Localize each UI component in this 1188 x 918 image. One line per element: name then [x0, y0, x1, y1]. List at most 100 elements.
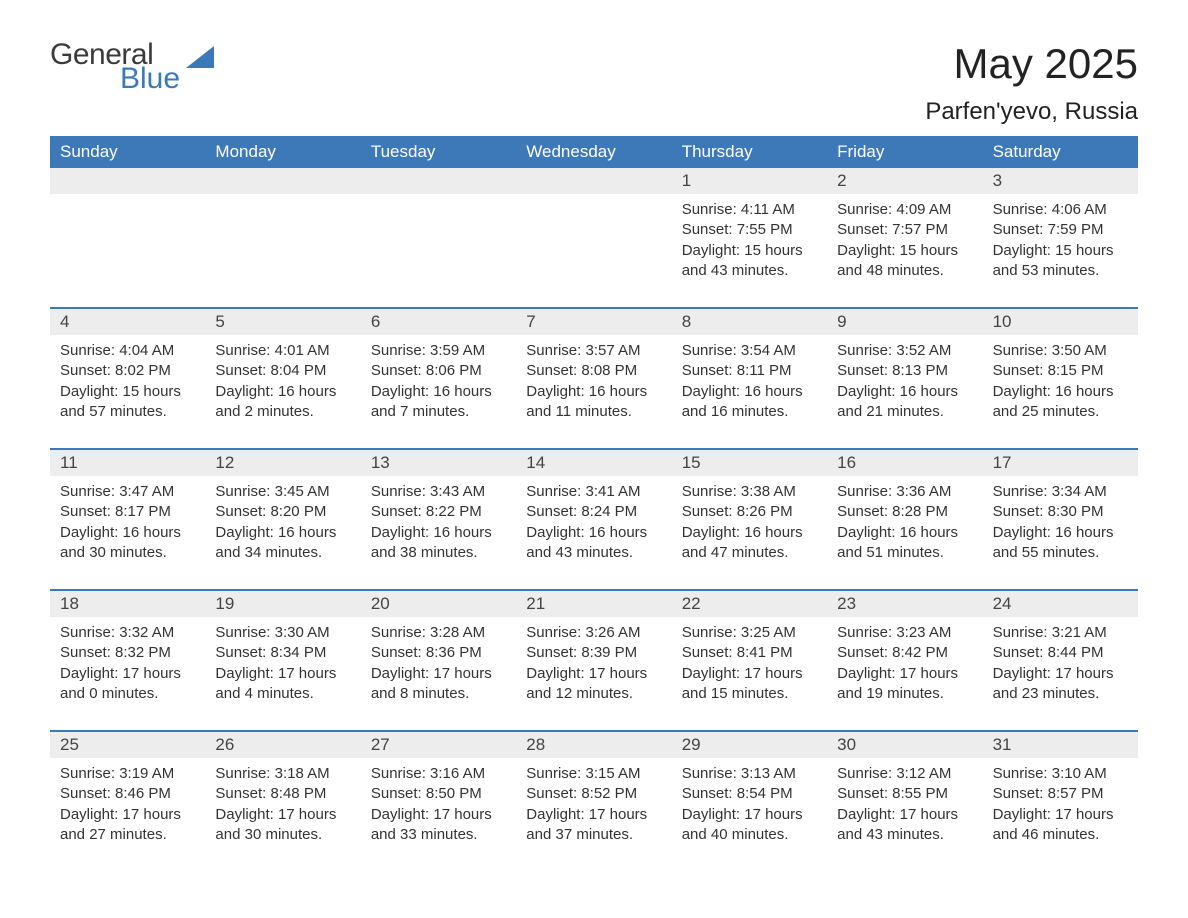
week-row: 25262728293031Sunrise: 3:19 AMSunset: 8:…: [50, 730, 1138, 871]
daylight-line-2: and 47 minutes.: [682, 543, 817, 563]
title-block: May 2025 Parfen'yevo, Russia: [925, 40, 1138, 130]
daylight-line-2: and 0 minutes.: [60, 684, 195, 704]
day-number: 27: [361, 732, 516, 758]
dow-friday: Friday: [827, 136, 982, 168]
daylight-line-1: Daylight: 16 hours: [682, 382, 817, 402]
day-cell: [361, 194, 516, 307]
daylight-line-1: Daylight: 16 hours: [526, 523, 661, 543]
daylight-line-2: and 12 minutes.: [526, 684, 661, 704]
daylight-line-1: Daylight: 17 hours: [682, 664, 817, 684]
sunrise-line: Sunrise: 3:57 AM: [526, 341, 661, 361]
month-title: May 2025: [925, 40, 1138, 88]
sunset-line: Sunset: 8:06 PM: [371, 361, 506, 381]
sunrise-line: Sunrise: 3:25 AM: [682, 623, 817, 643]
day-number: 30: [827, 732, 982, 758]
sunset-line: Sunset: 7:55 PM: [682, 220, 817, 240]
dow-thursday: Thursday: [672, 136, 827, 168]
sunrise-line: Sunrise: 3:34 AM: [993, 482, 1128, 502]
daylight-line-1: Daylight: 16 hours: [993, 382, 1128, 402]
daylight-line-2: and 30 minutes.: [215, 825, 350, 845]
daylight-line-1: Daylight: 17 hours: [682, 805, 817, 825]
sunset-line: Sunset: 8:42 PM: [837, 643, 972, 663]
calendar: SundayMondayTuesdayWednesdayThursdayFrid…: [50, 136, 1138, 871]
day-cell: Sunrise: 3:54 AMSunset: 8:11 PMDaylight:…: [672, 335, 827, 448]
week-row: 11121314151617Sunrise: 3:47 AMSunset: 8:…: [50, 448, 1138, 589]
day-cell: Sunrise: 3:30 AMSunset: 8:34 PMDaylight:…: [205, 617, 360, 730]
daylight-line-1: Daylight: 15 hours: [993, 241, 1128, 261]
day-number: 24: [983, 591, 1138, 617]
daylight-line-1: Daylight: 17 hours: [215, 664, 350, 684]
day-number: 23: [827, 591, 982, 617]
daynum-band: 11121314151617: [50, 450, 1138, 476]
day-cell: Sunrise: 3:41 AMSunset: 8:24 PMDaylight:…: [516, 476, 671, 589]
daylight-line-1: Daylight: 16 hours: [371, 523, 506, 543]
sunrise-line: Sunrise: 3:18 AM: [215, 764, 350, 784]
sunrise-line: Sunrise: 3:10 AM: [993, 764, 1128, 784]
day-cell: Sunrise: 3:10 AMSunset: 8:57 PMDaylight:…: [983, 758, 1138, 871]
weeks-container: 123Sunrise: 4:11 AMSunset: 7:55 PMDaylig…: [50, 168, 1138, 871]
day-cell: Sunrise: 3:59 AMSunset: 8:06 PMDaylight:…: [361, 335, 516, 448]
sunrise-line: Sunrise: 3:12 AM: [837, 764, 972, 784]
daylight-line-2: and 51 minutes.: [837, 543, 972, 563]
daylight-line-2: and 48 minutes.: [837, 261, 972, 281]
dow-monday: Monday: [205, 136, 360, 168]
day-number: 3: [983, 168, 1138, 194]
day-cell: Sunrise: 3:21 AMSunset: 8:44 PMDaylight:…: [983, 617, 1138, 730]
day-of-week-header: SundayMondayTuesdayWednesdayThursdayFrid…: [50, 136, 1138, 168]
daylight-line-2: and 21 minutes.: [837, 402, 972, 422]
daylight-line-1: Daylight: 17 hours: [837, 805, 972, 825]
day-cell: Sunrise: 3:32 AMSunset: 8:32 PMDaylight:…: [50, 617, 205, 730]
sunrise-line: Sunrise: 3:36 AM: [837, 482, 972, 502]
sunrise-line: Sunrise: 3:15 AM: [526, 764, 661, 784]
day-cell: Sunrise: 3:13 AMSunset: 8:54 PMDaylight:…: [672, 758, 827, 871]
daylight-line-2: and 8 minutes.: [371, 684, 506, 704]
daynum-band: 18192021222324: [50, 591, 1138, 617]
daylight-line-1: Daylight: 17 hours: [371, 805, 506, 825]
sunrise-line: Sunrise: 3:50 AM: [993, 341, 1128, 361]
day-number: 2: [827, 168, 982, 194]
daylight-line-2: and 57 minutes.: [60, 402, 195, 422]
day-cell: Sunrise: 3:43 AMSunset: 8:22 PMDaylight:…: [361, 476, 516, 589]
sunset-line: Sunset: 8:50 PM: [371, 784, 506, 804]
sunset-line: Sunset: 8:34 PM: [215, 643, 350, 663]
sunset-line: Sunset: 8:52 PM: [526, 784, 661, 804]
sunrise-line: Sunrise: 4:09 AM: [837, 200, 972, 220]
day-number: [50, 168, 205, 194]
sunset-line: Sunset: 8:28 PM: [837, 502, 972, 522]
daylight-line-1: Daylight: 17 hours: [215, 805, 350, 825]
day-number: 22: [672, 591, 827, 617]
daylight-line-2: and 25 minutes.: [993, 402, 1128, 422]
daylight-line-1: Daylight: 17 hours: [60, 805, 195, 825]
day-cell: Sunrise: 3:26 AMSunset: 8:39 PMDaylight:…: [516, 617, 671, 730]
day-number: 4: [50, 309, 205, 335]
sunrise-line: Sunrise: 3:38 AM: [682, 482, 817, 502]
week-row: 123Sunrise: 4:11 AMSunset: 7:55 PMDaylig…: [50, 168, 1138, 307]
daylight-line-1: Daylight: 17 hours: [526, 805, 661, 825]
sunset-line: Sunset: 8:24 PM: [526, 502, 661, 522]
day-number: 14: [516, 450, 671, 476]
sunset-line: Sunset: 8:39 PM: [526, 643, 661, 663]
daylight-line-1: Daylight: 16 hours: [837, 523, 972, 543]
sunset-line: Sunset: 8:08 PM: [526, 361, 661, 381]
day-cell: Sunrise: 3:50 AMSunset: 8:15 PMDaylight:…: [983, 335, 1138, 448]
sunrise-line: Sunrise: 3:59 AM: [371, 341, 506, 361]
dow-tuesday: Tuesday: [361, 136, 516, 168]
daylight-line-1: Daylight: 17 hours: [993, 805, 1128, 825]
day-number: [205, 168, 360, 194]
sunset-line: Sunset: 8:17 PM: [60, 502, 195, 522]
daylight-line-1: Daylight: 16 hours: [215, 523, 350, 543]
day-cell: Sunrise: 4:06 AMSunset: 7:59 PMDaylight:…: [983, 194, 1138, 307]
sunset-line: Sunset: 7:57 PM: [837, 220, 972, 240]
daylight-line-1: Daylight: 16 hours: [371, 382, 506, 402]
daylight-line-2: and 33 minutes.: [371, 825, 506, 845]
sunrise-line: Sunrise: 4:04 AM: [60, 341, 195, 361]
day-number: 20: [361, 591, 516, 617]
dow-saturday: Saturday: [983, 136, 1138, 168]
day-cell: Sunrise: 3:18 AMSunset: 8:48 PMDaylight:…: [205, 758, 360, 871]
day-number: 16: [827, 450, 982, 476]
sunset-line: Sunset: 8:02 PM: [60, 361, 195, 381]
daylight-line-2: and 4 minutes.: [215, 684, 350, 704]
sunrise-line: Sunrise: 3:52 AM: [837, 341, 972, 361]
sunset-line: Sunset: 8:36 PM: [371, 643, 506, 663]
daylight-line-2: and 15 minutes.: [682, 684, 817, 704]
